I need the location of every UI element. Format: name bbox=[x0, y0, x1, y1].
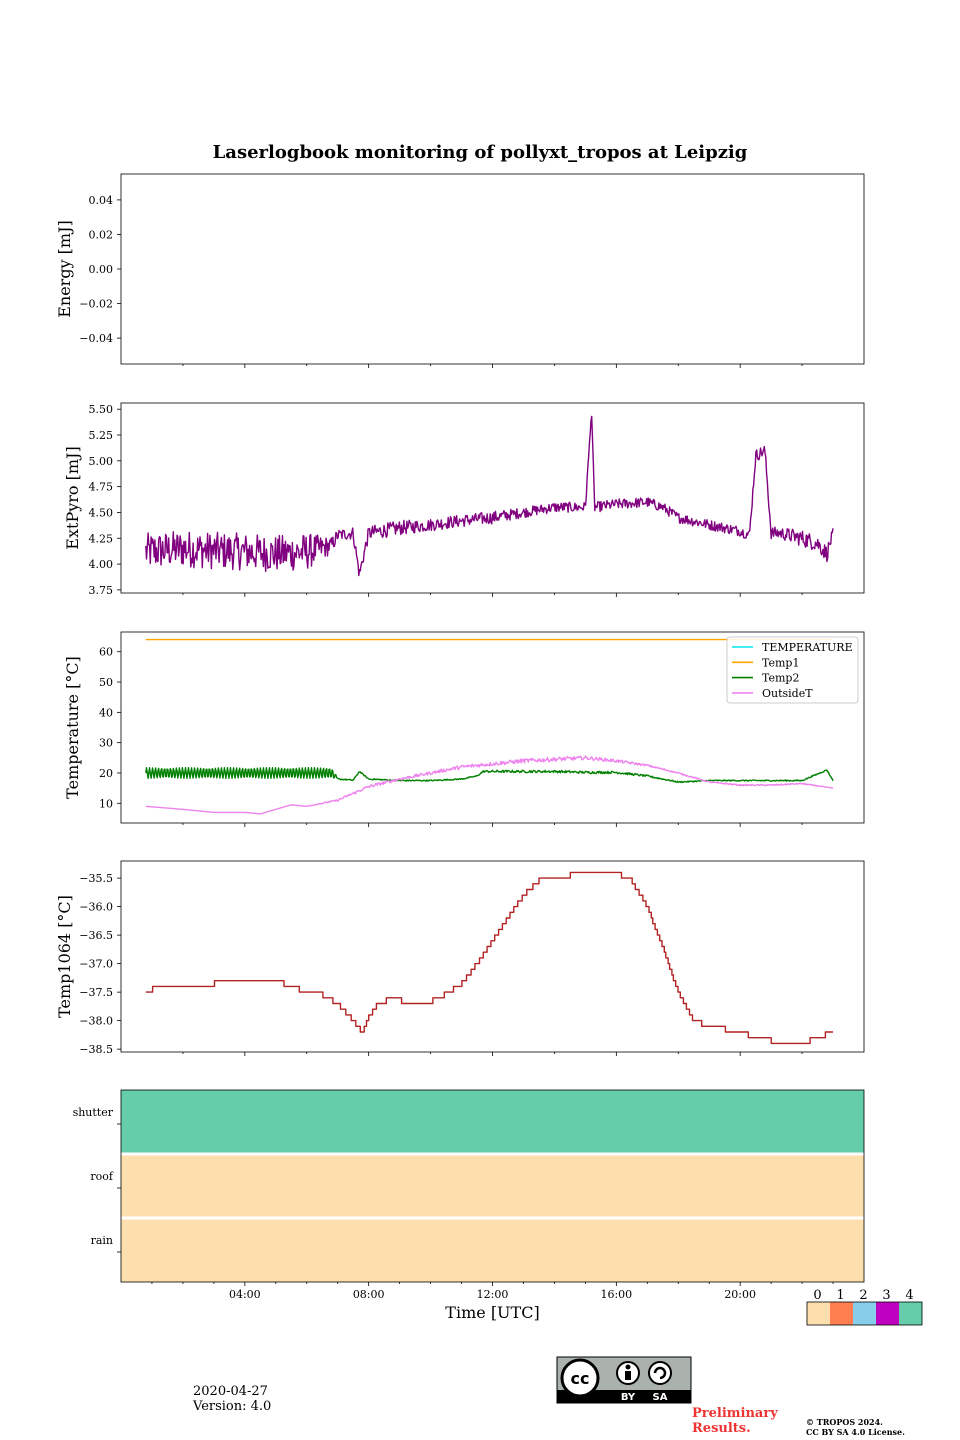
colorbar-label-4: 4 bbox=[905, 1288, 913, 1303]
status-row-rain bbox=[121, 1218, 864, 1282]
y-tick-label: −35.5 bbox=[79, 872, 113, 885]
legend-label-outsidet: OutsideT bbox=[762, 687, 813, 700]
x-tick-label: 16:00 bbox=[600, 1288, 632, 1301]
legend-label-temp2: Temp2 bbox=[762, 672, 799, 685]
y-tick-label: 5.00 bbox=[89, 455, 114, 468]
y-tick-label: 0.02 bbox=[89, 228, 114, 241]
energy-panel: 0.04 0.02 0.00 −0.02 −0.04 Energy [mJ] bbox=[55, 173, 865, 368]
colorbar-label-2: 2 bbox=[859, 1288, 867, 1303]
footer-date: 2020-04-27 bbox=[193, 1384, 268, 1399]
y-tick-label: −36.5 bbox=[79, 929, 113, 942]
sa-label: SA bbox=[653, 1392, 668, 1403]
y-tick-label: 0.00 bbox=[89, 263, 114, 276]
sa-icon bbox=[648, 1361, 672, 1385]
y-tick-label: 4.50 bbox=[89, 506, 114, 519]
y-tick-label: −36.0 bbox=[79, 901, 113, 914]
y-axis-label: Energy [mJ] bbox=[55, 220, 74, 318]
row-label-rain: rain bbox=[91, 1234, 113, 1247]
temperature-legend: TEMPERATURE Temp1 Temp2 OutsideT bbox=[726, 636, 859, 704]
cc-icon: cc bbox=[571, 1369, 590, 1388]
y-tick-label: 3.75 bbox=[89, 584, 114, 597]
colorbar-label-3: 3 bbox=[882, 1288, 890, 1303]
y-tick-label: −37.0 bbox=[79, 958, 113, 971]
y-axis-label: Temperature [°C] bbox=[63, 656, 82, 799]
y-tick-label: 30 bbox=[99, 737, 113, 750]
y-tick-label: −0.02 bbox=[79, 298, 113, 311]
colorbar-frame bbox=[806, 1301, 923, 1326]
x-tick-label: 04:00 bbox=[229, 1288, 261, 1301]
y-axis-label: ExtPyro [mJ] bbox=[63, 446, 82, 549]
y-tick-label: 4.00 bbox=[89, 558, 114, 571]
y-tick-label: −0.04 bbox=[79, 332, 113, 345]
y-axis-label: Temp1064 [°C] bbox=[55, 895, 74, 1018]
status-row-roof bbox=[121, 1154, 864, 1218]
y-tick-label: 0.04 bbox=[89, 194, 114, 207]
row-label-shutter: shutter bbox=[73, 1106, 114, 1119]
series-line-extpyro bbox=[145, 415, 834, 577]
plot-frame bbox=[120, 173, 865, 365]
series-line-temp2 bbox=[145, 767, 834, 784]
colorbar-swatch-4 bbox=[899, 1302, 922, 1325]
preliminary-note: Preliminary Results. bbox=[692, 1406, 778, 1436]
y-tick-label: 4.25 bbox=[89, 532, 114, 545]
preliminary-line-1: Preliminary bbox=[692, 1406, 778, 1421]
y-tick-label: 20 bbox=[99, 767, 113, 780]
y-tick-label: 10 bbox=[99, 797, 113, 810]
colorbar-swatch-3 bbox=[876, 1302, 899, 1325]
status-panel: shutter roof rain 04:00 08:00 12:00 16:00 20:00… bbox=[73, 1089, 865, 1322]
legend-label-temperature: TEMPERATURE bbox=[762, 641, 853, 654]
x-axis-label: Time [UTC] bbox=[445, 1303, 539, 1322]
copyright-line-1: © TROPOS 2024. bbox=[806, 1417, 883, 1427]
cc-by-sa-badge: cc BY SA bbox=[556, 1356, 692, 1404]
plot-frame bbox=[120, 860, 865, 1053]
y-tick-label: −38.5 bbox=[79, 1043, 113, 1056]
extpyro-panel: 5.50 5.25 5.00 4.75 4.50 4.25 4.00 3.75 ExtPyro … bbox=[63, 402, 865, 597]
footer-version: Version: 4.0 bbox=[193, 1399, 272, 1414]
y-tick-label: 50 bbox=[99, 676, 113, 689]
y-tick-label: −38.0 bbox=[79, 1015, 113, 1028]
x-tick-label: 08:00 bbox=[353, 1288, 385, 1301]
copyright-note: © TROPOS 2024. CC BY SA 4.0 License. bbox=[806, 1417, 905, 1437]
series-line-temp1064 bbox=[145, 871, 833, 1045]
figure-title: Laserlogbook monitoring of pollyxt_tropo… bbox=[213, 142, 748, 163]
y-tick-label: 5.25 bbox=[89, 429, 114, 442]
temp1064-panel: −35.5 −36.0 −36.5 −37.0 −37.5 −38.0 −38.5 Temp1… bbox=[55, 860, 865, 1056]
row-label-roof: roof bbox=[90, 1170, 114, 1183]
colorbar-swatch-1 bbox=[830, 1302, 853, 1325]
y-tick-label: 40 bbox=[99, 706, 113, 719]
legend-label-temp1: Temp1 bbox=[762, 656, 799, 669]
legend-box bbox=[726, 636, 859, 704]
colorbar-swatch-2 bbox=[853, 1302, 876, 1325]
preliminary-line-2: Results. bbox=[692, 1421, 751, 1436]
colorbar-swatch-0 bbox=[807, 1302, 830, 1325]
colorbar-label-1: 1 bbox=[836, 1288, 844, 1303]
y-tick-label: −37.5 bbox=[79, 986, 113, 999]
x-tick-label: 20:00 bbox=[724, 1288, 756, 1301]
status-row-shutter bbox=[121, 1090, 864, 1154]
colorbar-label-0: 0 bbox=[813, 1288, 821, 1303]
y-tick-label: 5.50 bbox=[89, 403, 114, 416]
series-line-outsidet bbox=[145, 755, 834, 815]
y-tick-label: 60 bbox=[99, 646, 113, 659]
temperature-panel: 60 50 40 30 20 10 Temperature [°C] bbox=[63, 631, 865, 827]
y-tick-label: 4.75 bbox=[89, 481, 114, 494]
copyright-line-2: CC BY SA 4.0 License. bbox=[806, 1427, 905, 1437]
by-label: BY bbox=[621, 1392, 636, 1403]
footer-info: 2020-04-27 Version: 4.0 bbox=[193, 1384, 271, 1414]
x-tick-label: 12:00 bbox=[477, 1288, 509, 1301]
